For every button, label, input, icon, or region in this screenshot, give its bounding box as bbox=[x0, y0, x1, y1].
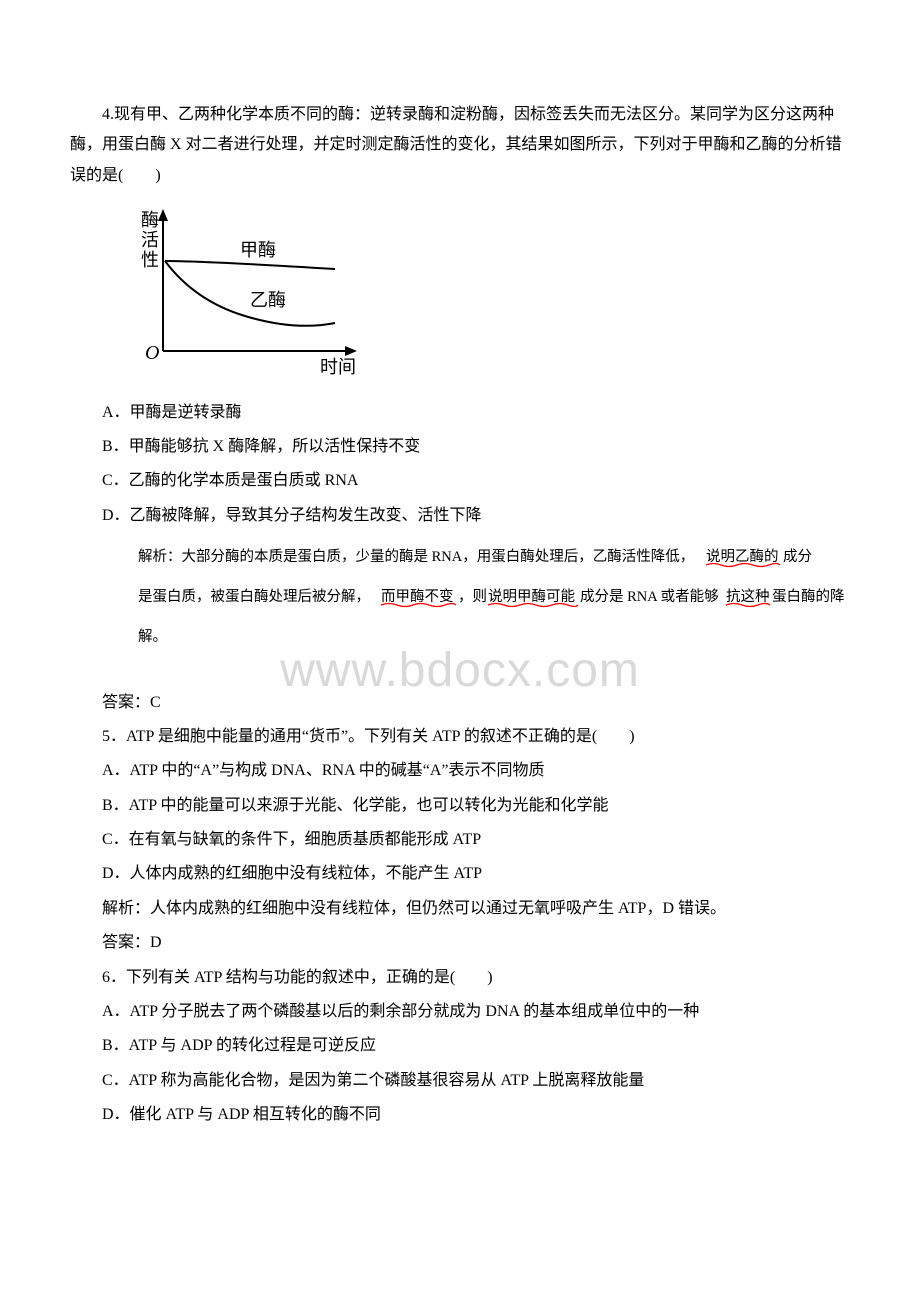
svg-text:性: 性 bbox=[141, 250, 159, 270]
svg-text:，则: ，则 bbox=[458, 588, 487, 605]
q4-option-d: D．乙酶被降解，导致其分子结构发生改变、活性下降 bbox=[70, 501, 850, 531]
q5-option-d: D．人体内成熟的红细胞中没有线粒体，不能产生 ATP bbox=[70, 859, 850, 889]
svg-text:说明甲酶可能: 说明甲酶可能 bbox=[488, 588, 575, 605]
q6-option-a: A．ATP 分子脱去了两个磷酸基以后的剩余部分就成为 DNA 的基本组成单位中的… bbox=[70, 997, 850, 1027]
svg-text:抗这种: 抗这种 bbox=[726, 588, 770, 605]
q4-option-a: A．甲酶是逆转录酶 bbox=[70, 398, 850, 428]
q6-option-b: B．ATP 与 ADP 的转化过程是可逆反应 bbox=[70, 1031, 850, 1061]
svg-text:是蛋白质，被蛋白酶处理后被分解，: 是蛋白质，被蛋白酶处理后被分解， bbox=[138, 588, 370, 605]
svg-text:时间: 时间 bbox=[320, 357, 356, 376]
svg-text:说明乙酶的: 说明乙酶的 bbox=[706, 548, 779, 565]
q5-explanation: 解析：人体内成熟的红细胞中没有线粒体，但仍然可以通过无氧呼吸产生 ATP，D 错… bbox=[70, 894, 850, 924]
q4-option-b: B．甲酶能够抗 X 酶降解，所以活性保持不变 bbox=[70, 432, 850, 462]
chart-y-label-1: 酶 bbox=[141, 210, 159, 230]
q5-answer: 答案：D bbox=[70, 928, 850, 958]
svg-text:O: O bbox=[145, 342, 159, 364]
svg-text:成分: 成分 bbox=[783, 548, 812, 565]
q5-stem: 5．ATP 是细胞中能量的通用“货币”。下列有关 ATP 的叙述不正确的是( ) bbox=[70, 722, 850, 752]
q4-option-c: C．乙酶的化学本质是蛋白质或 RNA bbox=[70, 466, 850, 496]
q4-explanation-image: 解析：大部分酶的本质是蛋白质，少量的酶是 RNA，用蛋白酶处理后，乙酶活性降低，… bbox=[138, 541, 850, 687]
svg-text:蛋白酶的降: 蛋白酶的降 bbox=[772, 588, 845, 605]
q4-stem: 4.现有甲、乙两种化学本质不同的酶：逆转录酶和淀粉酶，因标签丢失而无法区分。某同… bbox=[70, 100, 850, 191]
svg-text:而甲酶不变: 而甲酶不变 bbox=[381, 588, 454, 605]
q4-answer: 答案：C bbox=[70, 688, 850, 718]
svg-text:活: 活 bbox=[141, 230, 159, 250]
q5-option-c: C．在有氧与缺氧的条件下，细胞质基质都能形成 ATP bbox=[70, 825, 850, 855]
svg-text:成分是 RNA 或者能够: 成分是 RNA 或者能够 bbox=[580, 588, 719, 605]
q6-stem: 6．下列有关 ATP 结构与功能的叙述中，正确的是( ) bbox=[70, 963, 850, 993]
svg-text:解析：大部分酶的本质是蛋白质，少量的酶是 RNA，用蛋白酶处: 解析：大部分酶的本质是蛋白质，少量的酶是 RNA，用蛋白酶处理后，乙酶活性降低， bbox=[138, 548, 694, 565]
q4-chart: 酶 活 性 O 甲酶 乙酶 时间 bbox=[135, 201, 850, 387]
svg-text:甲酶: 甲酶 bbox=[240, 240, 276, 260]
q5-option-b: B．ATP 中的能量可以来源于光能、化学能，也可以转化为光能和化学能 bbox=[70, 791, 850, 821]
q6-option-c: C．ATP 称为高能化合物，是因为第二个磷酸基很容易从 ATP 上脱离释放能量 bbox=[70, 1066, 850, 1096]
q6-option-d: D．催化 ATP 与 ADP 相互转化的酶不同 bbox=[70, 1100, 850, 1130]
svg-text:乙酶: 乙酶 bbox=[250, 290, 286, 310]
q5-option-a: A．ATP 中的“A”与构成 DNA、RNA 中的碱基“A”表示不同物质 bbox=[70, 756, 850, 786]
svg-text:解。: 解。 bbox=[138, 628, 167, 645]
